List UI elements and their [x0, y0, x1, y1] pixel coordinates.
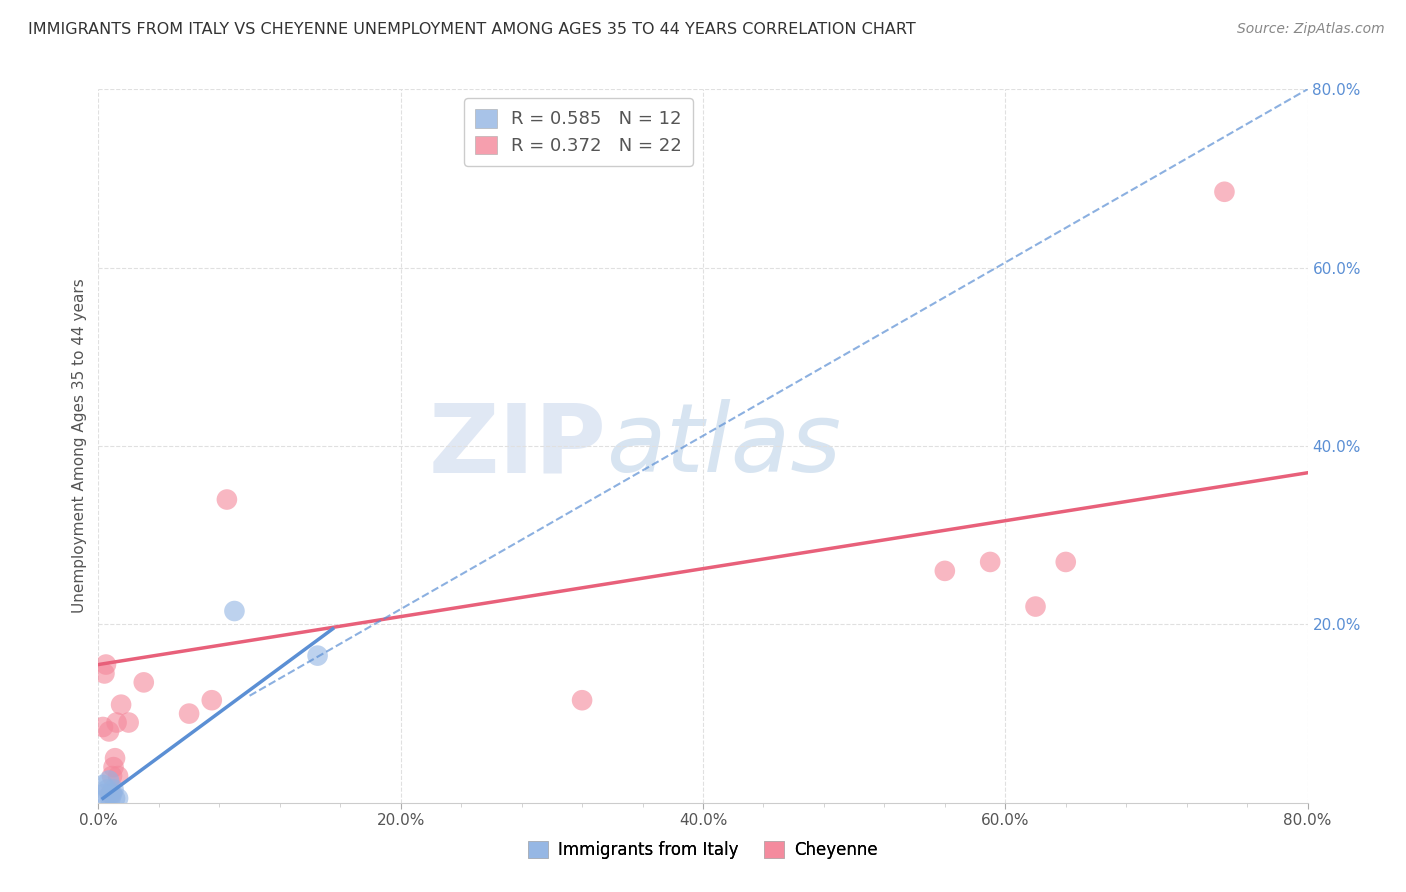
Point	[94, 791, 117, 805]
Point	[107, 769, 129, 783]
Point	[224, 604, 246, 618]
Point	[96, 782, 118, 797]
Point	[100, 787, 122, 801]
Point	[979, 555, 1001, 569]
Point	[100, 791, 122, 805]
Point	[93, 666, 115, 681]
Point	[104, 791, 127, 805]
Y-axis label: Unemployment Among Ages 35 to 44 years: Unemployment Among Ages 35 to 44 years	[72, 278, 87, 614]
Text: IMMIGRANTS FROM ITALY VS CHEYENNE UNEMPLOYMENT AMONG AGES 35 TO 44 YEARS CORRELA: IMMIGRANTS FROM ITALY VS CHEYENNE UNEMPL…	[28, 22, 915, 37]
Legend: Immigrants from Italy, Cheyenne: Immigrants from Italy, Cheyenne	[522, 834, 884, 866]
Point	[103, 782, 125, 797]
Text: Source: ZipAtlas.com: Source: ZipAtlas.com	[1237, 22, 1385, 37]
Point	[98, 724, 121, 739]
Point	[103, 760, 125, 774]
Point	[91, 720, 114, 734]
Point	[104, 751, 127, 765]
Point	[98, 773, 121, 788]
Point	[1213, 185, 1236, 199]
Point	[105, 715, 128, 730]
Point	[118, 715, 141, 730]
Point	[1054, 555, 1077, 569]
Point	[110, 698, 132, 712]
Point	[94, 657, 117, 672]
Point	[179, 706, 201, 721]
Point	[91, 778, 114, 792]
Point	[93, 787, 115, 801]
Point	[1024, 599, 1046, 614]
Point	[201, 693, 224, 707]
Point	[101, 787, 124, 801]
Point	[215, 492, 238, 507]
Point	[107, 791, 129, 805]
Point	[571, 693, 593, 707]
Text: ZIP: ZIP	[429, 400, 606, 492]
Point	[101, 769, 124, 783]
Text: atlas: atlas	[606, 400, 841, 492]
Point	[132, 675, 155, 690]
Point	[934, 564, 956, 578]
Point	[307, 648, 329, 663]
